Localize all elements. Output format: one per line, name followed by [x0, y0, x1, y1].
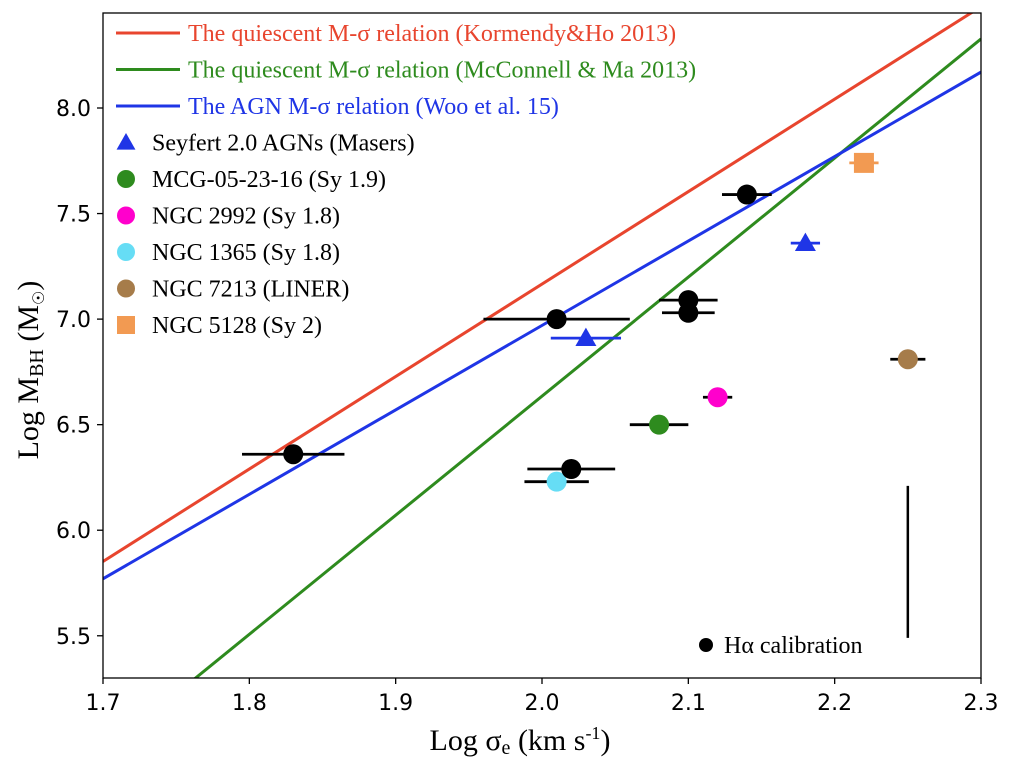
y-tick-label-4: 7.5 — [56, 203, 91, 228]
legend-line-label-2: The AGN M-σ relation (Woo et al. 15) — [188, 94, 559, 120]
legend-marker-4 — [117, 279, 135, 298]
legend-marker-2 — [117, 206, 135, 225]
data-point-0-0 — [575, 327, 597, 346]
x-tick-label-6: 2.3 — [964, 691, 999, 716]
y-tick-label-2: 6.5 — [56, 414, 91, 439]
data-point-6-4 — [678, 302, 699, 323]
legend-line-label-0: The quiescent M-σ relation (Kormendy&Ho … — [188, 21, 676, 47]
data-point-4-0 — [897, 349, 918, 370]
relation-line-0 — [103, 13, 974, 563]
y-tick-label-1: 6.0 — [56, 519, 91, 544]
legend-series-label-3: NGC 1365 (Sy 1.8) — [152, 240, 340, 266]
x-tick-label-3: 2.0 — [525, 691, 560, 716]
legend-marker-3 — [117, 243, 135, 261]
legend-marker-0 — [116, 133, 136, 150]
legend-series-label-1: MCG-05-23-16 (Sy 1.9) — [152, 167, 386, 193]
data-point-6-2 — [561, 459, 582, 479]
data-point-0-1 — [794, 232, 816, 251]
legend-series-label-4: NGC 7213 (LINER) — [152, 277, 349, 303]
halpha-annotation: Hα calibration — [699, 633, 863, 659]
relation-line-2 — [103, 70, 981, 581]
y-tick-label-3: 7.0 — [56, 308, 91, 333]
legend: The quiescent M-σ relation (Kormendy&Ho … — [116, 21, 696, 339]
x-tick-label-4: 2.1 — [671, 691, 706, 716]
legend-marker-1 — [117, 170, 135, 188]
x-tick-label-1: 1.8 — [232, 691, 267, 716]
halpha-marker — [699, 638, 713, 652]
data-point-1-0 — [649, 414, 670, 435]
data-point-6-1 — [546, 309, 567, 330]
legend-line-label-1: The quiescent M-σ relation (McConnell & … — [188, 58, 696, 84]
relation-lines — [103, 13, 981, 678]
y-axis-label: Log MBH (M☉) — [12, 281, 48, 460]
data-points — [242, 152, 926, 492]
legend-series-label-2: NGC 2992 (Sy 1.8) — [152, 204, 340, 230]
x-tick-label-2: 1.9 — [378, 691, 413, 716]
data-point-5-0 — [853, 152, 874, 173]
legend-series-label-0: Seyfert 2.0 AGNs (Masers) — [152, 131, 415, 157]
data-point-6-5 — [736, 184, 757, 205]
y-tick-label-5: 8.0 — [56, 97, 91, 122]
legend-series-label-5: NGC 5128 (Sy 2) — [152, 313, 322, 339]
x-tick-label-0: 1.7 — [86, 691, 121, 716]
data-point-2-0 — [707, 387, 728, 408]
axis-ticks: 1.7 1.8 1.9 2.0 2.1 2.2 2.3 5.5 6.0 6.5 7.0 7.5 8.0 — [56, 97, 999, 716]
halpha-label: Hα calibration — [724, 633, 863, 659]
x-axis-label: Log σe (km s-1) — [430, 723, 611, 759]
legend-marker-5 — [117, 316, 135, 334]
data-point-3-0 — [546, 471, 567, 492]
data-point-6-0 — [283, 444, 304, 465]
y-tick-label-0: 5.5 — [56, 625, 91, 650]
x-tick-label-5: 2.2 — [817, 691, 852, 716]
